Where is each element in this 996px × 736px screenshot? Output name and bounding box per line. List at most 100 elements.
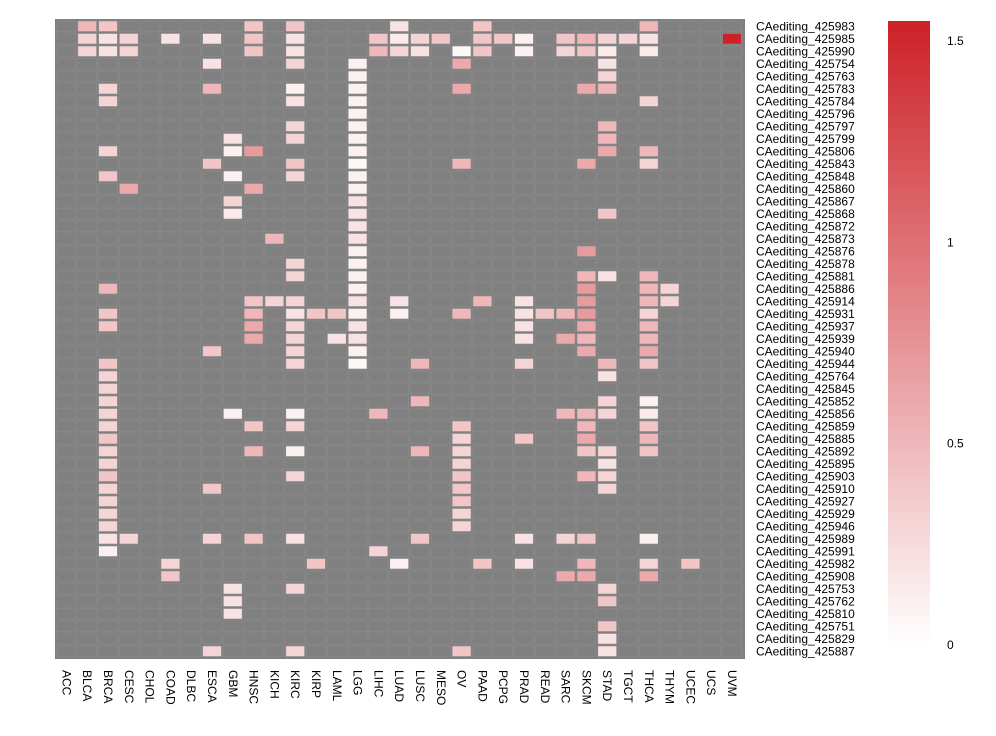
heatmap-cell bbox=[639, 359, 658, 370]
heatmap-cell bbox=[348, 271, 367, 282]
heatmap-cell bbox=[452, 59, 471, 70]
heatmap-cell bbox=[390, 309, 409, 320]
heatmap-cell bbox=[307, 121, 326, 132]
heatmap-cell bbox=[286, 621, 305, 632]
heatmap-cell bbox=[244, 596, 263, 607]
heatmap-cell bbox=[473, 584, 492, 595]
heatmap-cell bbox=[78, 171, 97, 182]
heatmap-cell bbox=[307, 209, 326, 220]
heatmap-cell bbox=[515, 109, 534, 120]
heatmap-cell bbox=[140, 446, 159, 457]
heatmap-cell bbox=[431, 59, 450, 70]
heatmap-cell bbox=[681, 421, 700, 432]
heatmap-cell bbox=[431, 171, 450, 182]
heatmap-cell bbox=[535, 184, 554, 195]
heatmap-cell bbox=[348, 634, 367, 645]
heatmap-cell bbox=[660, 184, 679, 195]
colorbar-tick-label: 0.5 bbox=[947, 437, 964, 451]
heatmap-cell bbox=[535, 446, 554, 457]
heatmap-cell bbox=[660, 284, 679, 295]
heatmap-cell bbox=[702, 196, 721, 207]
heatmap-cell bbox=[411, 209, 430, 220]
heatmap-cell bbox=[390, 71, 409, 82]
heatmap-cell bbox=[348, 259, 367, 270]
heatmap-cell bbox=[639, 234, 658, 245]
heatmap-cell bbox=[598, 196, 617, 207]
heatmap-cell bbox=[203, 121, 222, 132]
heatmap-cell bbox=[307, 534, 326, 545]
heatmap-cell bbox=[244, 121, 263, 132]
heatmap-cell bbox=[57, 371, 76, 382]
heatmap-cell bbox=[723, 621, 742, 632]
heatmap-cell bbox=[660, 371, 679, 382]
heatmap-cell bbox=[702, 371, 721, 382]
heatmap-cell bbox=[702, 471, 721, 482]
heatmap-cell bbox=[411, 184, 430, 195]
heatmap-cell bbox=[78, 284, 97, 295]
heatmap-cell bbox=[598, 109, 617, 120]
heatmap-cell bbox=[203, 71, 222, 82]
heatmap-cell bbox=[577, 84, 596, 95]
heatmap-cell bbox=[619, 609, 638, 620]
heatmap-cell bbox=[348, 96, 367, 107]
heatmap-cell bbox=[411, 371, 430, 382]
heatmap-cell bbox=[369, 459, 388, 470]
heatmap-cell bbox=[515, 309, 534, 320]
heatmap-cell bbox=[473, 34, 492, 45]
heatmap-cell bbox=[702, 121, 721, 132]
heatmap-cell bbox=[473, 96, 492, 107]
heatmap-cell bbox=[182, 371, 201, 382]
heatmap-cell bbox=[577, 159, 596, 170]
heatmap-cell bbox=[244, 159, 263, 170]
heatmap-cell bbox=[99, 334, 118, 345]
heatmap-cell bbox=[182, 309, 201, 320]
heatmap-cell bbox=[494, 171, 513, 182]
heatmap-cell bbox=[119, 46, 138, 57]
heatmap-cell bbox=[702, 596, 721, 607]
heatmap-cell bbox=[244, 634, 263, 645]
heatmap-cell bbox=[639, 634, 658, 645]
heatmap-cell bbox=[619, 534, 638, 545]
heatmap-cell bbox=[182, 621, 201, 632]
heatmap-cell bbox=[327, 221, 346, 232]
heatmap-cell bbox=[411, 459, 430, 470]
heatmap-cell bbox=[119, 396, 138, 407]
heatmap-cell bbox=[723, 534, 742, 545]
heatmap-cell bbox=[577, 46, 596, 57]
heatmap-cell bbox=[57, 59, 76, 70]
heatmap-cell bbox=[452, 509, 471, 520]
heatmap-cell bbox=[390, 234, 409, 245]
heatmap-cell bbox=[639, 246, 658, 257]
heatmap-cell bbox=[99, 246, 118, 257]
heatmap-cell bbox=[140, 334, 159, 345]
heatmap-cell bbox=[327, 396, 346, 407]
heatmap-cell bbox=[598, 521, 617, 532]
heatmap-cell bbox=[660, 434, 679, 445]
heatmap-cell bbox=[119, 409, 138, 420]
heatmap-cell bbox=[140, 59, 159, 70]
heatmap-cell bbox=[556, 184, 575, 195]
heatmap-cell bbox=[369, 146, 388, 157]
heatmap-cell bbox=[681, 134, 700, 145]
heatmap-cell bbox=[411, 559, 430, 570]
heatmap-cell bbox=[431, 434, 450, 445]
heatmap-cell bbox=[639, 71, 658, 82]
heatmap-cell bbox=[119, 521, 138, 532]
heatmap-cell bbox=[327, 471, 346, 482]
heatmap-cell bbox=[515, 271, 534, 282]
heatmap-cell bbox=[619, 621, 638, 632]
heatmap-cell bbox=[182, 109, 201, 120]
heatmap-cell bbox=[161, 134, 180, 145]
heatmap-cell bbox=[473, 209, 492, 220]
column-label: PRAD bbox=[517, 670, 531, 704]
heatmap-cell bbox=[660, 271, 679, 282]
heatmap-cell bbox=[286, 221, 305, 232]
heatmap-cell bbox=[431, 134, 450, 145]
heatmap-cell bbox=[244, 446, 263, 457]
heatmap-cell bbox=[619, 134, 638, 145]
heatmap-cell bbox=[223, 46, 242, 57]
heatmap-cell bbox=[639, 196, 658, 207]
heatmap-cell bbox=[619, 384, 638, 395]
heatmap-cell bbox=[140, 521, 159, 532]
heatmap-cell bbox=[660, 409, 679, 420]
